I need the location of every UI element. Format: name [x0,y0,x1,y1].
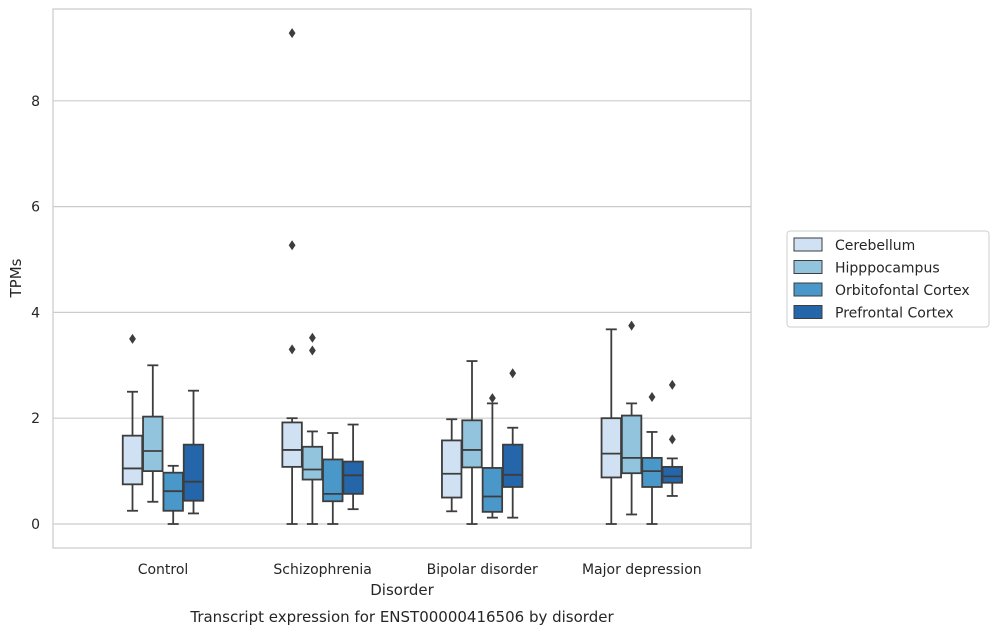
box-iqr [600,417,622,479]
outlier-0 [648,392,656,403]
x-axis-label: Disorder [370,581,434,599]
boxes-layer [121,28,683,525]
box-iqr [121,434,144,486]
y-tick-label-3: 6 [31,200,40,216]
legend-frame [786,230,990,328]
x-tick-label-1: Schizophrenia [273,562,371,578]
outlier-0 [489,393,496,404]
chart-caption: Transcript expression for ENST0000041650… [189,608,614,626]
outlier-2 [288,28,296,39]
outlier-1 [309,332,316,343]
legend-swatch-3 [793,305,823,319]
x-tick-label-2: Bipolar disorder [427,562,538,578]
legend: Cerebellum Hipppocampus Orbitofontal Corte… [786,230,990,328]
outlier-0 [668,434,676,445]
y-tick-label-0: 0 [31,517,40,533]
box-iqr [620,414,643,475]
box-iqr [441,439,463,499]
y-axis-label: TPMs [7,258,25,298]
x-tick-label-0: Control [138,562,189,578]
box-2-2 [481,393,504,519]
box-2-3 [641,392,663,525]
box-0-1 [281,28,303,525]
box-iqr [661,465,683,484]
y-tick-label-4: 8 [31,94,40,110]
y-tick-labels: 0 2 4 6 8 [31,94,40,533]
box-3-3 [661,379,683,497]
box-0-0 [121,333,144,512]
box-iqr [281,421,303,468]
outlier-0 [288,344,296,355]
legend-swatch-2 [793,282,823,297]
box-3-0 [182,389,205,515]
outlier-0 [509,368,517,379]
box-3-2 [502,368,524,519]
legend-swatch-1 [793,260,823,274]
outlier-0 [129,333,136,344]
box-iqr [502,443,524,488]
legend-label-2: Orbitofontal Cortex [835,283,970,299]
outlier-0 [628,320,635,331]
box-1-0 [142,364,164,503]
box-iqr [641,456,663,488]
box-1-3 [620,320,643,516]
box-iqr [322,458,344,503]
box-iqr [301,445,324,481]
outlier-1 [288,240,296,251]
outlier-1 [668,379,676,390]
outlier-0 [309,345,316,356]
box-iqr [182,443,205,502]
plot-frame [52,8,752,549]
x-tick-labels: Control Schizophrenia Bipolar disorder Majo… [138,562,702,578]
box-3-1 [342,423,364,511]
box-1-1 [301,332,324,525]
box-1-2 [461,360,483,525]
box-iqr [142,415,164,473]
box-iqr [481,467,504,513]
box-iqr [342,460,364,495]
x-tick-label-3: Major depression [582,562,702,578]
legend-label-0: Cerebellum [835,238,915,254]
legend-swatch-0 [793,237,823,252]
legend-label-1: Hipppocampus [835,261,940,277]
legend-label-3: Prefrontal Cortex [835,306,954,322]
box-iqr [461,419,483,469]
y-tick-label-1: 2 [31,411,40,427]
box-0-2 [441,418,463,513]
y-tick-label-2: 4 [31,305,40,321]
